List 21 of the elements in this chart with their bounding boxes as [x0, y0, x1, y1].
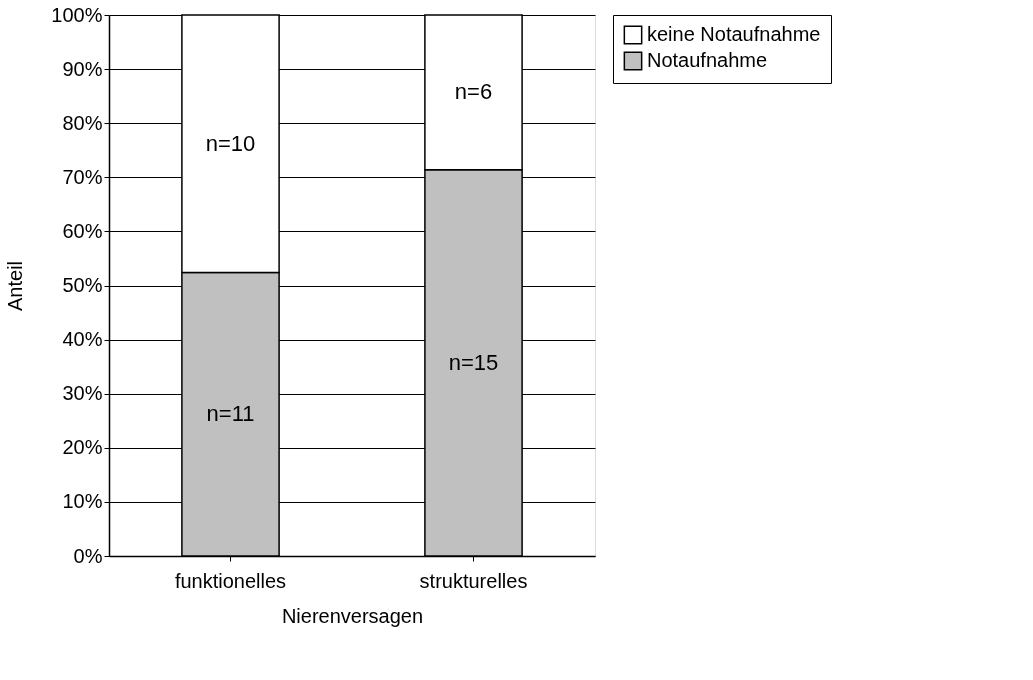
annotation: n=11 [206, 401, 255, 427]
y-tick-label: 20% [62, 436, 103, 459]
y-tick-label: 10% [62, 490, 103, 513]
annotation: n=15 [448, 349, 499, 375]
y-tick-label: 70% [62, 165, 103, 188]
y-tick-label: 60% [62, 219, 103, 242]
y-tick-label: 30% [62, 382, 103, 405]
y-axis-title: Anteil [4, 260, 27, 312]
legend-label: keine Notaufnahme [647, 23, 821, 45]
annotation: n=10 [205, 130, 256, 156]
y-tick-label: 90% [62, 57, 103, 80]
annotation: n=6 [454, 79, 493, 105]
x-axis-title: Nierenversagen [281, 604, 424, 627]
x-tick-label: strukturelles [419, 569, 528, 592]
x-tick-label: funktionelles [174, 569, 287, 592]
y-tick-label: 0% [73, 544, 103, 567]
y-tick-label: 100% [51, 3, 103, 26]
y-tick-label: 50% [62, 274, 103, 296]
legend-label: Notaufnahme [647, 49, 768, 71]
y-tick-label: 80% [62, 111, 103, 134]
y-tick-label: 40% [62, 328, 103, 351]
